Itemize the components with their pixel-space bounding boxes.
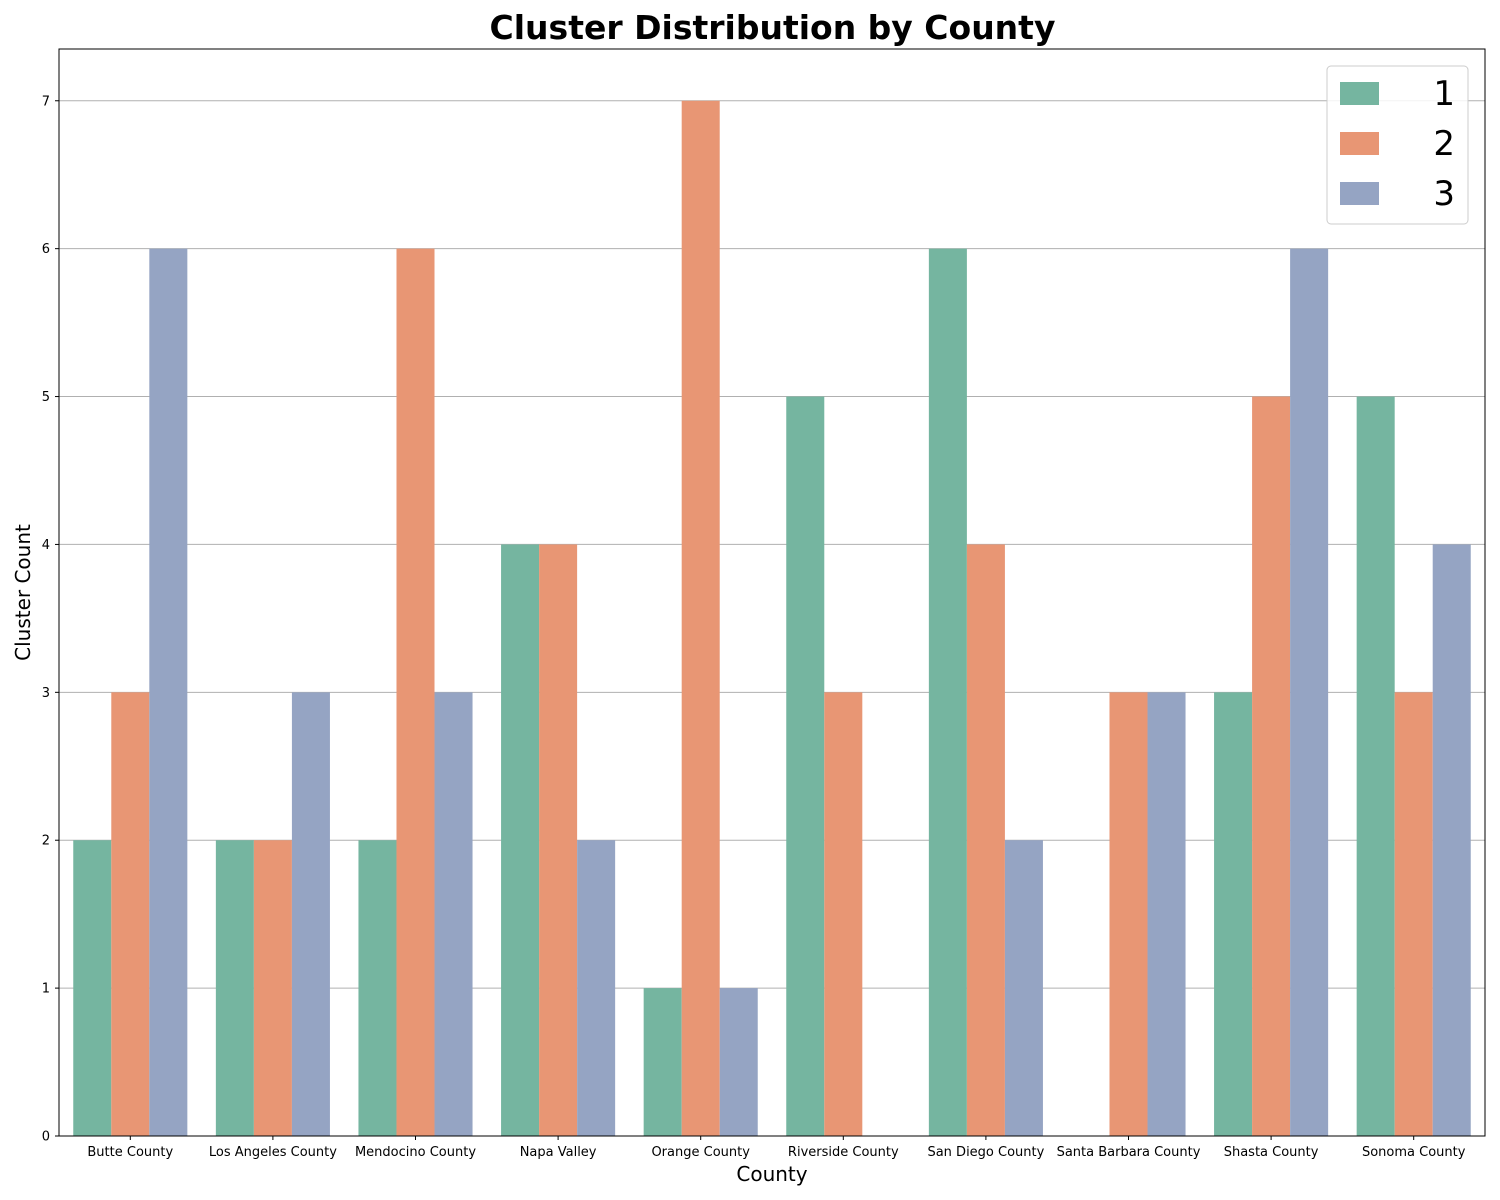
x-tick-label: Orange County — [651, 1145, 750, 1160]
y-tick-label: 7 — [42, 94, 50, 109]
bar — [577, 840, 616, 1136]
bar — [643, 988, 682, 1136]
bar — [1394, 692, 1433, 1136]
bar — [1004, 840, 1043, 1136]
x-tick-label: Riverside County — [788, 1145, 899, 1160]
legend-label: 2 — [1433, 124, 1455, 164]
bar — [111, 692, 150, 1136]
bar — [824, 692, 863, 1136]
legend-swatch — [1340, 132, 1379, 155]
x-tick-label: Santa Barbara County — [1057, 1145, 1201, 1160]
bar — [291, 692, 330, 1136]
y-tick-label: 6 — [42, 242, 50, 257]
bar — [253, 840, 292, 1136]
bar — [73, 840, 112, 1136]
legend-swatch — [1340, 182, 1379, 205]
bar — [1290, 248, 1329, 1136]
plot-frame — [58, 48, 1486, 1137]
y-tick-label: 4 — [42, 538, 50, 553]
x-ticks: Butte County Los Angeles County Mendocino … — [87, 1136, 1466, 1160]
legend-swatch — [1340, 82, 1379, 105]
x-tick-label: Butte County — [87, 1145, 173, 1160]
bar — [1432, 544, 1471, 1136]
y-ticks: 0 1 2 3 4 5 6 7 — [42, 94, 59, 1145]
bars — [73, 100, 1471, 1137]
y-tick-label: 3 — [42, 686, 50, 701]
x-axis-label: County — [736, 1162, 807, 1186]
bar — [396, 248, 435, 1136]
x-tick-label: Napa Valley — [520, 1145, 597, 1160]
legend: 1 2 3 — [1326, 65, 1469, 225]
bar — [358, 840, 397, 1136]
x-tick-label: Sonoma County — [1362, 1145, 1466, 1160]
bar — [1214, 692, 1253, 1136]
legend-label: 1 — [1433, 74, 1455, 114]
x-tick-label: Mendocino County — [355, 1145, 476, 1160]
y-tick-label: 2 — [42, 834, 50, 849]
bar — [149, 248, 188, 1136]
bar — [681, 100, 720, 1136]
bar — [501, 544, 540, 1136]
x-tick-label: Los Angeles County — [209, 1145, 337, 1160]
bar — [786, 396, 825, 1137]
y-tick-label: 5 — [42, 390, 50, 405]
bar — [966, 544, 1005, 1136]
y-tick-label: 0 — [42, 1130, 50, 1145]
bar — [1109, 692, 1148, 1136]
bar — [539, 544, 578, 1136]
bar — [928, 248, 967, 1136]
bar — [1147, 692, 1186, 1136]
legend-label: 3 — [1433, 174, 1455, 214]
y-axis-label: Cluster Count — [11, 524, 35, 661]
bar — [719, 988, 758, 1136]
x-tick-label: San Diego County — [927, 1145, 1044, 1160]
x-tick-label: Shasta County — [1224, 1145, 1319, 1160]
y-tick-label: 1 — [42, 982, 50, 997]
chart-title: Cluster Distribution by County — [489, 8, 1056, 47]
bar — [1252, 396, 1291, 1137]
bar — [1356, 396, 1395, 1137]
bar — [434, 692, 473, 1136]
bar — [215, 840, 254, 1136]
